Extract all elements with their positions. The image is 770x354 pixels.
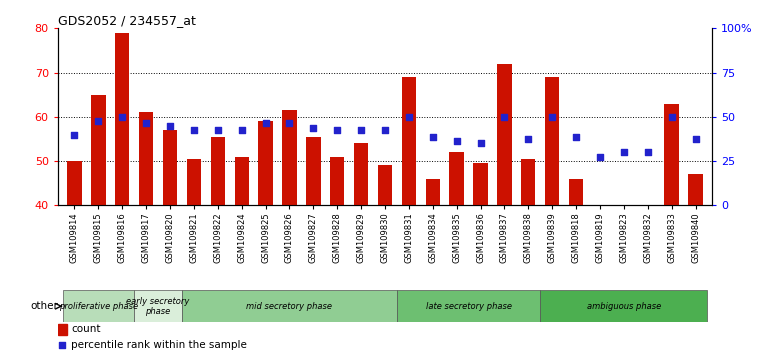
- Point: [259, 121, 272, 126]
- Point: [236, 127, 248, 133]
- Point: [307, 125, 320, 131]
- Text: proliferative phase: proliferative phase: [59, 302, 138, 311]
- Point: [355, 127, 367, 133]
- Bar: [162, 130, 177, 205]
- Bar: [497, 64, 511, 205]
- Point: [164, 123, 176, 129]
- Point: [69, 132, 81, 137]
- Bar: [330, 156, 344, 205]
- Point: [188, 127, 200, 133]
- Point: [140, 121, 152, 126]
- Point: [498, 114, 511, 120]
- Text: early secretory
phase: early secretory phase: [126, 297, 189, 316]
- Point: [665, 114, 678, 120]
- Bar: [641, 205, 655, 289]
- Bar: [58, 324, 68, 335]
- Bar: [283, 110, 296, 205]
- Bar: [67, 161, 82, 205]
- Bar: [62, 290, 134, 322]
- Point: [570, 134, 582, 139]
- Bar: [354, 143, 368, 205]
- Bar: [450, 152, 464, 205]
- Point: [212, 127, 224, 133]
- Bar: [235, 156, 249, 205]
- Text: late secretory phase: late secretory phase: [426, 302, 511, 311]
- Text: percentile rank within the sample: percentile rank within the sample: [71, 340, 247, 350]
- Bar: [115, 33, 129, 205]
- Bar: [211, 137, 225, 205]
- Point: [116, 114, 129, 120]
- Point: [546, 114, 558, 120]
- Bar: [688, 175, 703, 205]
- Point: [379, 127, 391, 133]
- Bar: [139, 113, 153, 205]
- Bar: [665, 104, 679, 205]
- Point: [641, 149, 654, 155]
- Bar: [569, 179, 583, 205]
- Point: [594, 154, 606, 159]
- Bar: [521, 159, 535, 205]
- Point: [403, 114, 415, 120]
- Text: ambiguous phase: ambiguous phase: [587, 302, 661, 311]
- Bar: [306, 137, 320, 205]
- Point: [474, 141, 487, 146]
- Bar: [545, 77, 559, 205]
- Point: [427, 134, 439, 139]
- Point: [331, 127, 343, 133]
- Text: GDS2052 / 234557_at: GDS2052 / 234557_at: [58, 14, 196, 27]
- Bar: [397, 290, 541, 322]
- Text: mid secretory phase: mid secretory phase: [246, 302, 333, 311]
- Bar: [617, 205, 631, 285]
- Text: other: other: [30, 301, 59, 311]
- Bar: [593, 205, 608, 294]
- Bar: [182, 290, 397, 322]
- Point: [618, 149, 630, 155]
- Bar: [134, 290, 182, 322]
- Bar: [474, 163, 487, 205]
- Point: [92, 118, 105, 124]
- Bar: [259, 121, 273, 205]
- Bar: [91, 95, 105, 205]
- Point: [522, 136, 534, 142]
- Bar: [378, 166, 392, 205]
- Bar: [426, 179, 440, 205]
- Bar: [402, 77, 416, 205]
- Point: [689, 136, 701, 142]
- Bar: [187, 159, 201, 205]
- Text: count: count: [71, 324, 101, 334]
- Point: [450, 138, 463, 144]
- Bar: [541, 290, 708, 322]
- Point: [56, 342, 69, 348]
- Point: [283, 121, 296, 126]
